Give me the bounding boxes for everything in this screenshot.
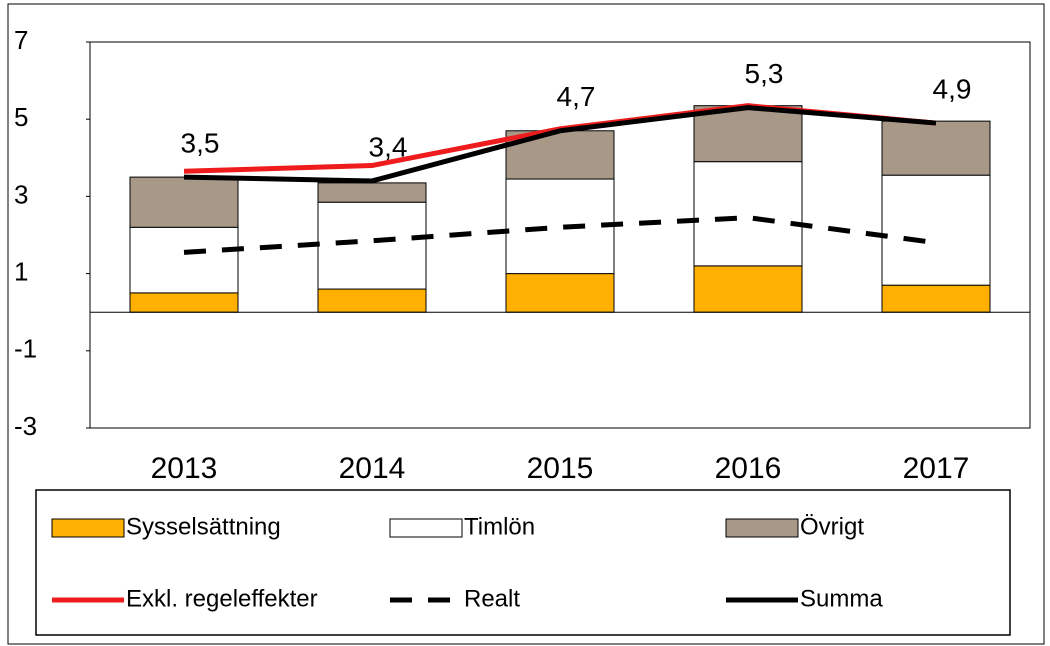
y-tick-label: -3 <box>14 411 37 441</box>
legend-label: Summa <box>800 585 883 612</box>
line <box>183 105 937 184</box>
data-label: 3,5 <box>181 127 220 158</box>
bar <box>129 226 239 294</box>
x-tick-label: 2016 <box>715 452 782 485</box>
bar <box>317 201 427 290</box>
legend-swatch <box>725 518 799 538</box>
bar <box>881 120 991 176</box>
bar <box>881 284 991 313</box>
legend-label: Sysselsättning <box>126 513 281 540</box>
frame <box>7 3 1045 645</box>
legend-label: Exkl. regeleffekter <box>126 585 318 612</box>
y-tick-label: 7 <box>14 25 28 55</box>
line <box>183 215 937 255</box>
y-tick-label: -1 <box>14 334 37 364</box>
plot-area <box>89 41 1031 429</box>
bar <box>129 176 239 228</box>
legend-swatch <box>389 518 463 538</box>
bar <box>505 178 615 275</box>
x-tick-label: 2015 <box>527 452 594 485</box>
x-tick-label: 2013 <box>151 452 218 485</box>
x-tick-label: 2017 <box>903 452 970 485</box>
bar <box>317 182 427 203</box>
legend-swatch <box>51 518 125 538</box>
data-label: 4,9 <box>933 73 972 104</box>
bar <box>693 265 803 313</box>
bar <box>129 292 239 313</box>
bar <box>693 105 803 163</box>
legend-label: Övrigt <box>800 513 864 540</box>
data-label: 4,7 <box>557 81 596 112</box>
data-label: 3,4 <box>369 131 408 162</box>
legend-label: Realt <box>464 585 520 612</box>
bar <box>693 161 803 267</box>
x-tick-label: 2014 <box>339 452 406 485</box>
y-tick-label: 1 <box>14 256 28 286</box>
bar <box>881 174 991 286</box>
bar <box>505 273 615 313</box>
y-tick-label: 5 <box>14 102 28 132</box>
legend-label: Timlön <box>464 513 535 540</box>
y-tick-label: 3 <box>14 179 28 209</box>
legend-box <box>35 489 1011 636</box>
bar <box>317 288 427 313</box>
data-label: 5,3 <box>745 58 784 89</box>
